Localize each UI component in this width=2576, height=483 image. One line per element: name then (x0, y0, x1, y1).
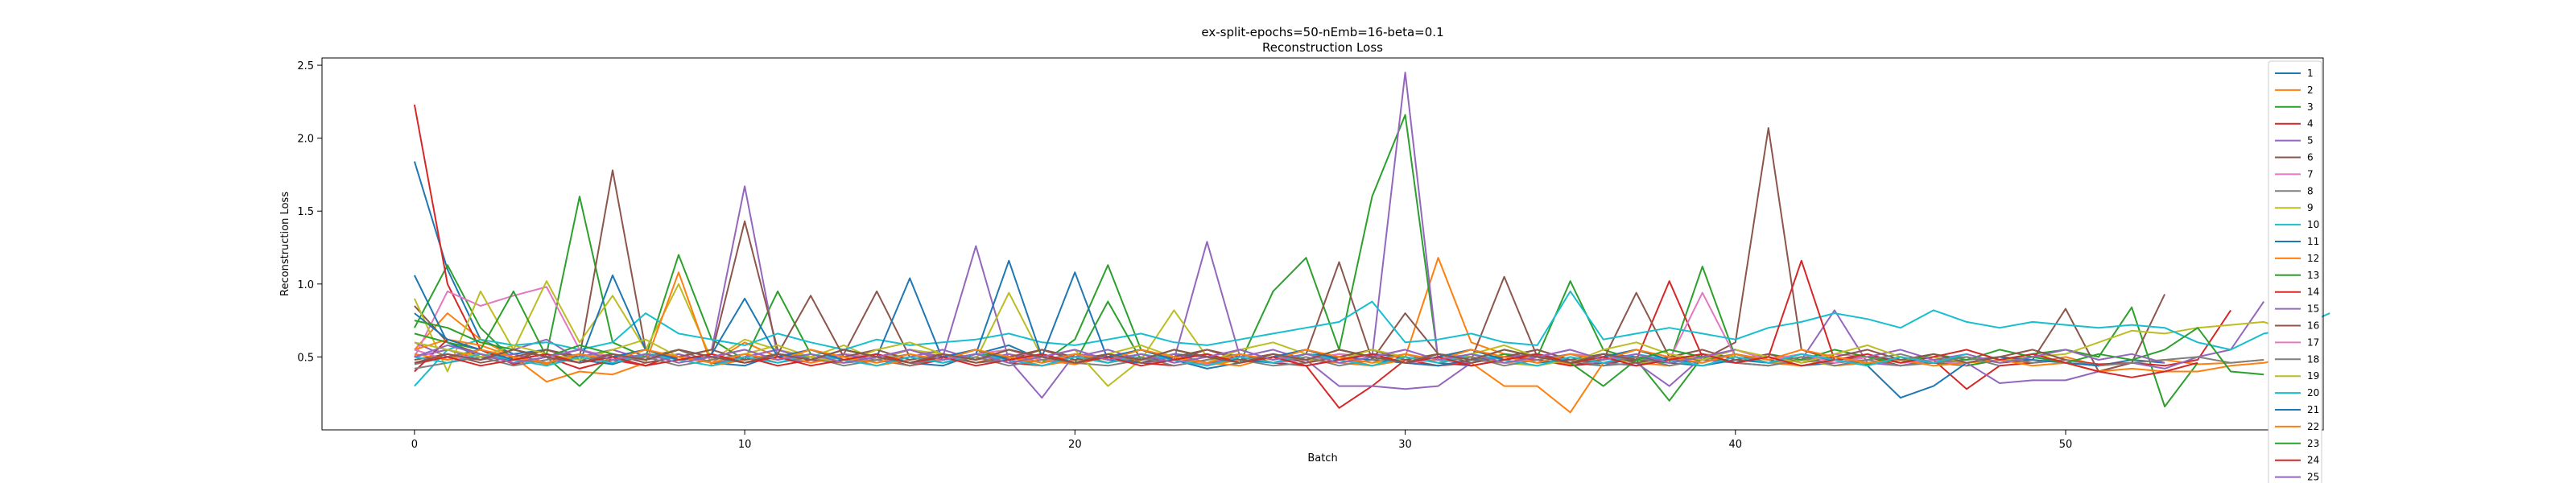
legend-label: 25 (2307, 472, 2319, 483)
y-axis-label: Reconstruction Loss (279, 192, 291, 296)
chart-subtitle: Reconstruction Loss (1262, 40, 1383, 55)
legend-label: 16 (2307, 320, 2319, 332)
legend-label: 9 (2307, 202, 2314, 213)
y-axis-ticks: 0.5 1.0 1.5 2.0 2.5 (297, 60, 322, 364)
series-line-22 (414, 349, 1868, 364)
legend-label: 12 (2307, 253, 2319, 264)
legend-label: 13 (2307, 270, 2319, 281)
x-tick-label: 10 (738, 439, 752, 451)
legend-items: 1234567891011121314151617181920212223242… (2275, 68, 2319, 483)
plot-area (322, 58, 2323, 430)
legend-label: 10 (2307, 219, 2319, 230)
legend-label: 11 (2307, 236, 2319, 247)
y-tick-label: 1.5 (297, 206, 314, 218)
legend: 1234567891011121314151617181920212223242… (2268, 60, 2322, 483)
y-tick-label: 2.0 (297, 134, 314, 146)
legend-label: 17 (2307, 336, 2319, 348)
legend-label: 20 (2307, 387, 2319, 398)
legend-label: 22 (2307, 421, 2319, 432)
legend-frame (2268, 60, 2322, 483)
series-line-10 (414, 290, 2330, 387)
legend-label: 24 (2307, 455, 2319, 466)
chart-title: ex-split-epochs=50-nEmb=16-beta=0.1 (1201, 25, 1443, 39)
series-line-26 (414, 349, 1637, 364)
legend-label: 21 (2307, 404, 2319, 415)
legend-label: 3 (2307, 101, 2314, 113)
series-line-25 (414, 344, 1736, 364)
legend-label: 8 (2307, 185, 2314, 196)
legend-label: 6 (2307, 152, 2314, 163)
y-tick-label: 0.5 (297, 352, 314, 364)
legend-label: 18 (2307, 353, 2319, 365)
legend-label: 4 (2307, 118, 2314, 130)
x-tick-label: 0 (411, 439, 418, 451)
series-line-16 (414, 295, 2066, 364)
legend-label: 2 (2307, 85, 2314, 96)
y-tick-label: 2.5 (297, 60, 314, 72)
x-axis-label: Batch (1307, 452, 1337, 464)
x-tick-label: 30 (1398, 439, 1412, 451)
legend-label: 23 (2307, 438, 2319, 449)
legend-label: 5 (2307, 135, 2314, 147)
x-tick-label: 50 (2059, 439, 2073, 451)
y-tick-label: 1.0 (297, 279, 314, 291)
series-line-19 (414, 338, 1901, 364)
plot-frame (321, 57, 2324, 431)
x-tick-label: 40 (1729, 439, 1743, 451)
x-tick-label: 20 (1068, 439, 1082, 451)
series-lines (413, 72, 2330, 414)
legend-label: 1 (2307, 68, 2314, 79)
legend-label: 7 (2307, 168, 2314, 180)
x-axis-ticks: 0 10 20 30 40 50 (411, 430, 2073, 451)
legend-label: 15 (2307, 303, 2319, 315)
legend-label: 19 (2307, 370, 2319, 382)
legend-label: 14 (2307, 287, 2319, 298)
